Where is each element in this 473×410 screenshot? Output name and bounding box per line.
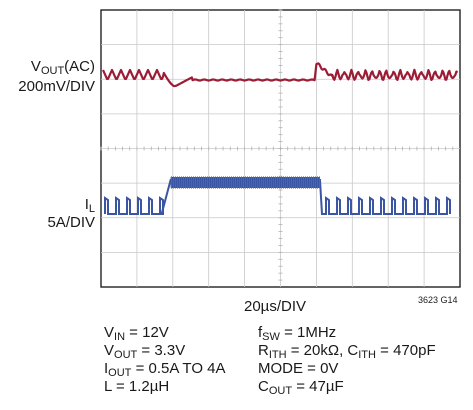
condition-vout: VOUT = 3.3V (104, 342, 186, 361)
il-scale-label: 5A/DIV (47, 214, 95, 231)
condition-rith: RITH = 20kΩ, CITH = 470pF (258, 342, 436, 361)
vout-scale-label: 200mV/DIV (18, 78, 95, 95)
vout-channel-label: VOUT(AC) (30, 58, 95, 77)
figure-id: 3623 G14 (418, 295, 458, 305)
condition-iout: IOUT = 0.5A TO 4A (104, 360, 226, 379)
grid (100, 9, 460, 287)
il-channel-label: IL (84, 196, 95, 215)
condition-vin: VIN = 12V (104, 324, 169, 343)
traces (101, 62, 459, 215)
x-axis-label: 20µs/DIV (244, 298, 306, 315)
il-high-load-band (170, 177, 320, 188)
condition-fsw: fSW = 1MHz (258, 324, 337, 343)
condition-l: L = 1.2µH (104, 378, 170, 395)
il-trace (104, 179, 451, 215)
condition-cout: COUT = 47µF (258, 378, 344, 397)
condition-mode: MODE = 0V (258, 360, 339, 377)
vout-trace (101, 62, 459, 88)
